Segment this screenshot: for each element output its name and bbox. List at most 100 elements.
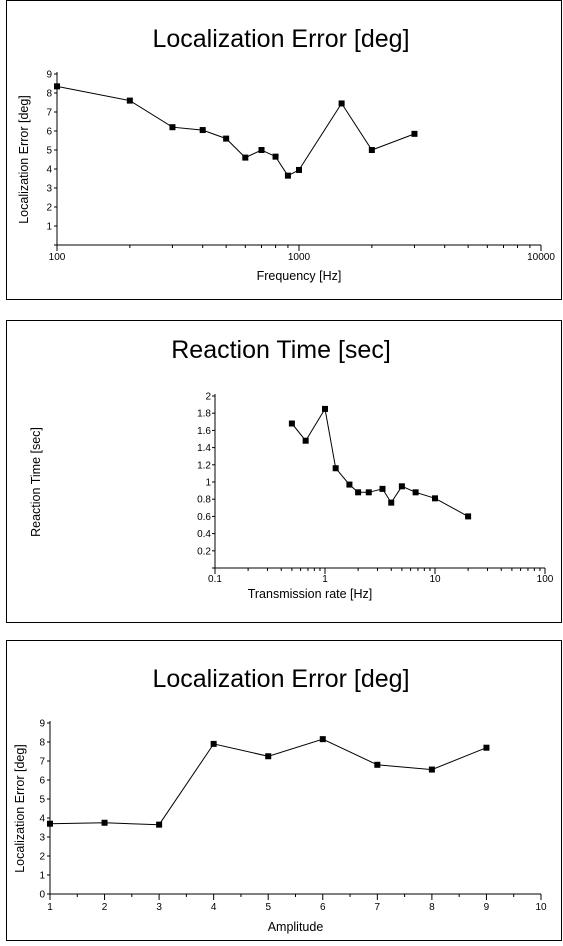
y-tick-label: 1.2 [197, 460, 211, 471]
y-tick-label: 3 [39, 833, 45, 844]
data-point [368, 147, 375, 153]
chart-title: Reaction Time [sec] [171, 336, 391, 364]
y-axis-label: Reaction Time [sec] [29, 427, 43, 537]
chart-frame [6, 640, 562, 941]
data-point [398, 483, 405, 490]
chart-frequency: Localization Error [deg] 1 2 3 4 5 6 7 8 9 100 1000… [6, 0, 562, 300]
data-point [379, 485, 386, 492]
x-tick-label: 9 [484, 902, 490, 913]
x-axis-label: Frequency [Hz] [257, 269, 342, 283]
y-tick-label: 0.2 [197, 546, 211, 557]
y-tick-label: 1.4 [197, 443, 211, 454]
series-line [56, 85, 415, 177]
y-tick-label: 0 [39, 890, 45, 901]
y-tick-label: 5 [39, 795, 45, 806]
y-tick-label: 3 [46, 184, 52, 195]
data-point [242, 154, 249, 161]
chart-panel-frequency: Localization Error [deg] 1 2 3 4 5 6 7 8 9 100 1000… [0, 0, 563, 306]
series-line [49, 738, 487, 826]
y-tick-label: 2 [205, 392, 211, 403]
data-point [199, 127, 206, 134]
data-point [169, 124, 176, 131]
data-point [388, 499, 395, 506]
y-tick-label: 9 [46, 70, 52, 81]
x-tick-label: 100 [537, 574, 554, 585]
data-point [258, 147, 265, 153]
y-tick-label: 8 [39, 738, 45, 749]
y-tick-label: 0.4 [197, 529, 211, 540]
data-point [346, 481, 353, 488]
data-point [156, 821, 163, 828]
x-tick-label: 0.1 [208, 574, 222, 585]
x-axis-label: Transmission rate [Hz] [248, 587, 373, 601]
data-point [322, 405, 328, 412]
data-point [126, 97, 133, 104]
data-point [483, 744, 490, 751]
x-tick-label: 10 [535, 902, 547, 913]
y-tick-label: 1 [39, 871, 45, 882]
chart-frame [6, 0, 562, 300]
data-point [412, 489, 419, 496]
chart-frame [6, 320, 562, 623]
chart-panel-transmission: Reaction Time [sec] 0.2 0.4 0.6 0.8 1 1.2 1.4 1.… [0, 320, 563, 626]
chart-panel-amplitude: Localization Error [deg] 0 1 2 3 4 5 6 7 8 9 1 2 3 4 5 6… [0, 640, 563, 946]
data-point [338, 100, 345, 107]
chart-title: Localization Error [deg] [152, 25, 409, 53]
data-point [432, 495, 438, 502]
x-tick-label: 100 [49, 252, 66, 263]
data-point [411, 130, 418, 137]
chart-title: Localization Error [deg] [152, 665, 409, 693]
y-tick-label: 8 [46, 89, 52, 100]
data-point [428, 766, 435, 773]
data-point [272, 153, 279, 160]
x-tick-label: 1 [322, 574, 328, 585]
x-tick-label: 2 [102, 902, 108, 913]
data-point [296, 166, 302, 173]
y-axis-label: Localization Error [deg] [13, 744, 27, 873]
y-tick-label: 1.8 [197, 409, 211, 420]
x-axis-label: Amplitude [268, 920, 324, 934]
data-point [465, 513, 472, 520]
data-point [288, 420, 295, 427]
x-tick-label: 5 [265, 902, 271, 913]
x-tick-label: 3 [156, 902, 162, 913]
y-tick-label: 0.6 [197, 512, 211, 523]
y-tick-label: 1 [205, 478, 211, 489]
y-tick-label: 0.8 [197, 495, 211, 506]
y-tick-label: 7 [39, 757, 45, 768]
x-tick-label: 10000 [527, 252, 555, 263]
data-point [365, 489, 372, 496]
x-tick-label: 4 [211, 902, 217, 913]
chart-transmission: Reaction Time [sec] 0.2 0.4 0.6 0.8 1 1.2 1.4 1.… [6, 320, 562, 623]
data-point [223, 135, 230, 142]
y-tick-label: 2 [39, 852, 45, 863]
y-tick-label: 5 [46, 146, 52, 157]
x-tick-label: 6 [320, 902, 326, 913]
data-point [284, 172, 291, 179]
y-tick-label: 4 [39, 814, 45, 825]
y-tick-label: 1 [46, 222, 52, 233]
data-point [374, 761, 381, 768]
y-tick-label: 4 [46, 165, 52, 176]
data-point [332, 465, 339, 472]
y-tick-label: 6 [46, 127, 52, 138]
data-point [355, 489, 362, 496]
data-point [265, 753, 272, 760]
x-tick-label: 7 [375, 902, 381, 913]
data-point [54, 83, 60, 90]
data-point [210, 740, 217, 747]
data-point [302, 437, 309, 444]
y-tick-label: 2 [46, 203, 52, 214]
y-tick-label: 1.6 [197, 426, 211, 437]
y-tick-label: 9 [39, 719, 45, 730]
x-tick-label: 1000 [288, 252, 311, 263]
y-axis-label: Localization Error [deg] [17, 95, 31, 224]
x-tick-label: 8 [429, 902, 435, 913]
y-tick-label: 7 [46, 108, 52, 119]
y-tick-label: 6 [39, 776, 45, 787]
data-point [47, 820, 53, 827]
data-point [319, 736, 326, 743]
series-line [291, 407, 469, 517]
x-tick-label: 1 [47, 902, 53, 913]
